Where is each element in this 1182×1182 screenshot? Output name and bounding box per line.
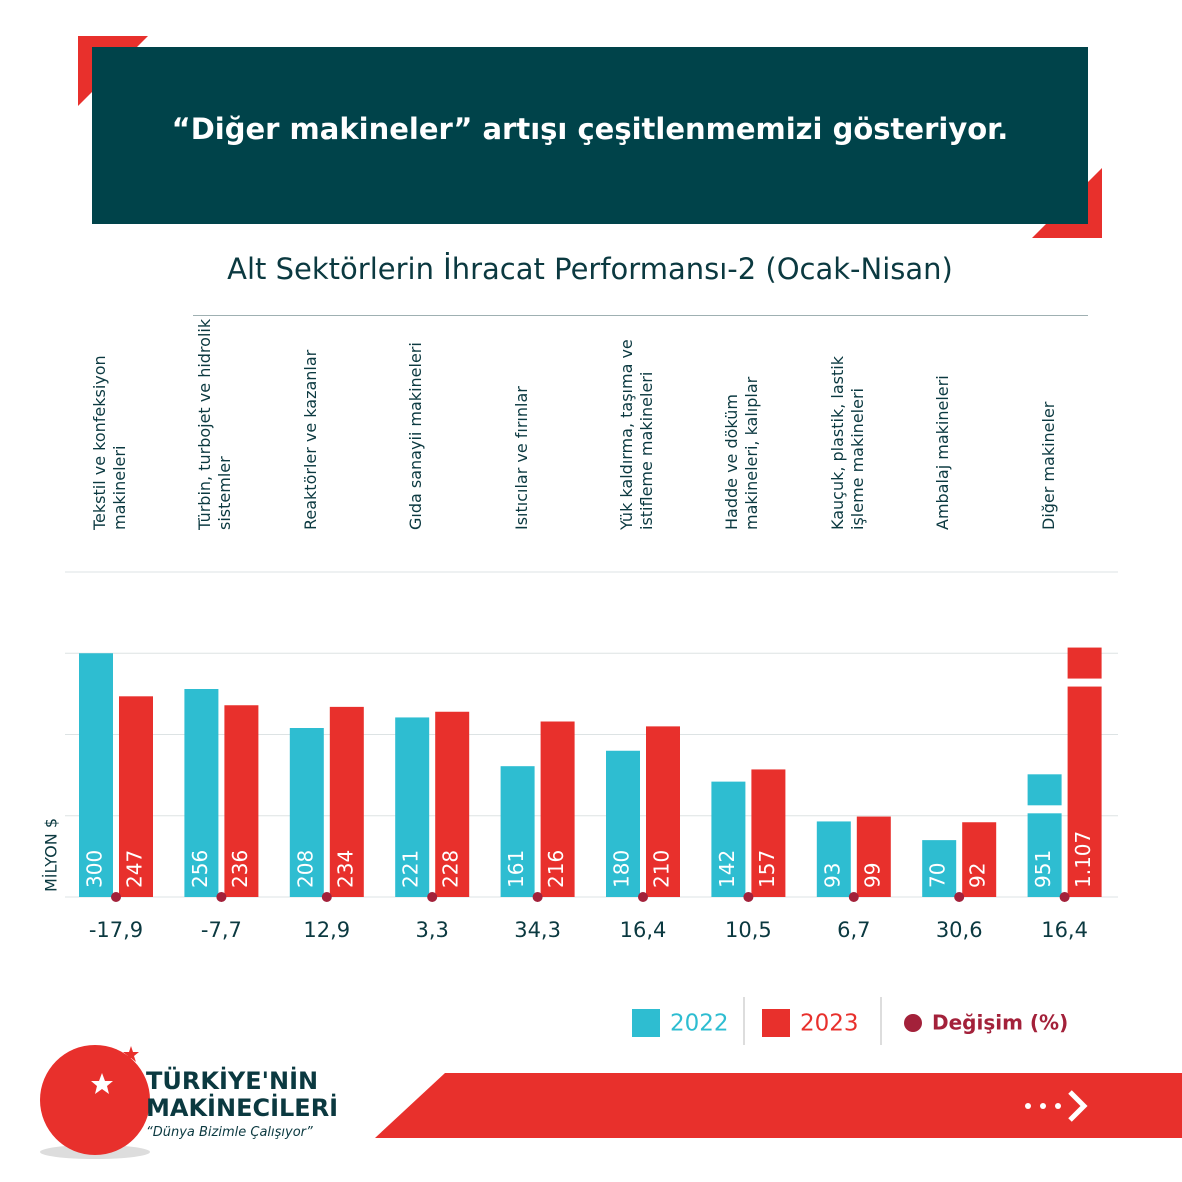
bar [751,769,786,897]
value-label: 210 [650,850,674,888]
bar-segment [1027,813,1062,897]
value-label: 93 [820,863,844,888]
change-dot [321,892,332,902]
bar [500,766,535,897]
change-dot [427,892,438,902]
bar-segment [1067,686,1102,897]
change-label: 3,3 [415,918,448,942]
change-label: 16,4 [1041,918,1088,942]
logo-star [123,1046,139,1062]
bar-segment [1027,774,1062,806]
bar [922,840,957,897]
footer-band [375,1073,1182,1138]
value-label: 157 [755,850,779,888]
bar [711,781,746,897]
value-label: 228 [439,850,463,888]
bar [395,717,430,897]
change-label: 30,6 [936,918,983,942]
value-label: 142 [715,850,739,888]
logo-star [91,1073,113,1094]
change-dot [532,892,543,902]
value-label: 247 [123,850,147,888]
footer-dot [1055,1103,1061,1109]
value-label: 208 [293,850,317,888]
change-label: -7,7 [201,918,242,942]
value-label: 161 [504,850,528,888]
value-label: 234 [333,850,357,888]
header-box [92,47,1088,224]
legend-swatch [904,1014,922,1032]
change-label: 10,5 [725,918,772,942]
bar [540,721,575,897]
bar [962,822,997,897]
legend-swatch [632,1009,660,1037]
category-label: Kauçuk, plastik, lastik işleme makineler… [827,356,867,530]
bar [329,706,364,897]
brand: TÜRKİYE'NİN [146,1067,319,1095]
change-dot [638,892,648,902]
change-dot [216,892,227,902]
bar [1027,774,1062,897]
category-label: Gıda sanayii makineleri [406,342,426,530]
y-axis-label: MİLYON $ [42,818,61,892]
value-label: 92 [966,863,990,888]
change-label: 34,3 [514,918,561,942]
value-label: 300 [83,850,107,888]
bar [224,705,259,897]
value-label: 216 [544,850,568,888]
bar [79,653,113,897]
value-label: 70 [926,863,950,888]
bar [1067,647,1102,897]
value-label: 1.107 [1071,831,1095,888]
change-dot [111,892,121,902]
category-label: Isıtıcılar ve fırınlar [511,386,531,530]
bar [119,696,153,897]
change-dot [743,892,754,902]
category-label: Yük kaldırma, taşıma ve istifleme makine… [617,339,656,530]
brand: MAKİNECİLERİ [146,1094,339,1122]
legend-label: 2023 [800,1011,859,1037]
footer-arrow[interactable] [1068,1090,1088,1122]
category-label: Reaktörler ve kazanlar [300,349,320,530]
value-label: 99 [860,863,884,888]
bar [646,726,680,897]
change-dot [954,892,965,902]
value-label: 256 [188,850,212,888]
change-label: 6,7 [837,918,870,942]
value-label: 221 [399,850,423,888]
footer-dot [1025,1103,1031,1109]
category-label: Tekstil ve konfeksiyon makineleri [90,355,129,530]
category-label: Diğer makineler [1038,401,1058,530]
rule [193,315,1088,316]
footer-dot [1040,1103,1046,1109]
change-label: -17,9 [89,918,143,942]
bar [856,816,891,897]
legend-label: 2022 [670,1011,729,1037]
value-label: 951 [1031,850,1055,888]
logo [40,1045,150,1155]
legend-label: Değişim (%) [932,1011,1068,1035]
chart-title: Alt Sektörlerin İhracat Performansı-2 (O… [227,252,953,286]
bar [816,821,851,897]
header-title: “Diğer makineler” artışı çeşitlenmemizi … [171,112,1009,146]
change-label: 12,9 [303,918,350,942]
bar [289,728,324,897]
category-label: Türbin, turbojet ve hidrolik sistemler [195,318,235,530]
change-dot [848,892,859,902]
value-label: 180 [610,850,634,888]
bar [184,689,219,897]
bar-segment [1067,647,1102,679]
tagline: “Dünya Bizimle Çalışıyor” [146,1125,313,1140]
category-label: Ambalaj makineleri [933,375,953,530]
change-label: 16,4 [620,918,667,942]
bar [606,750,640,897]
legend-swatch [762,1009,790,1037]
value-label: 236 [228,850,252,888]
category-label: Hadde ve döküm makineleri, kalıplar [722,376,762,530]
bar [435,711,470,897]
change-dot [1059,892,1070,902]
